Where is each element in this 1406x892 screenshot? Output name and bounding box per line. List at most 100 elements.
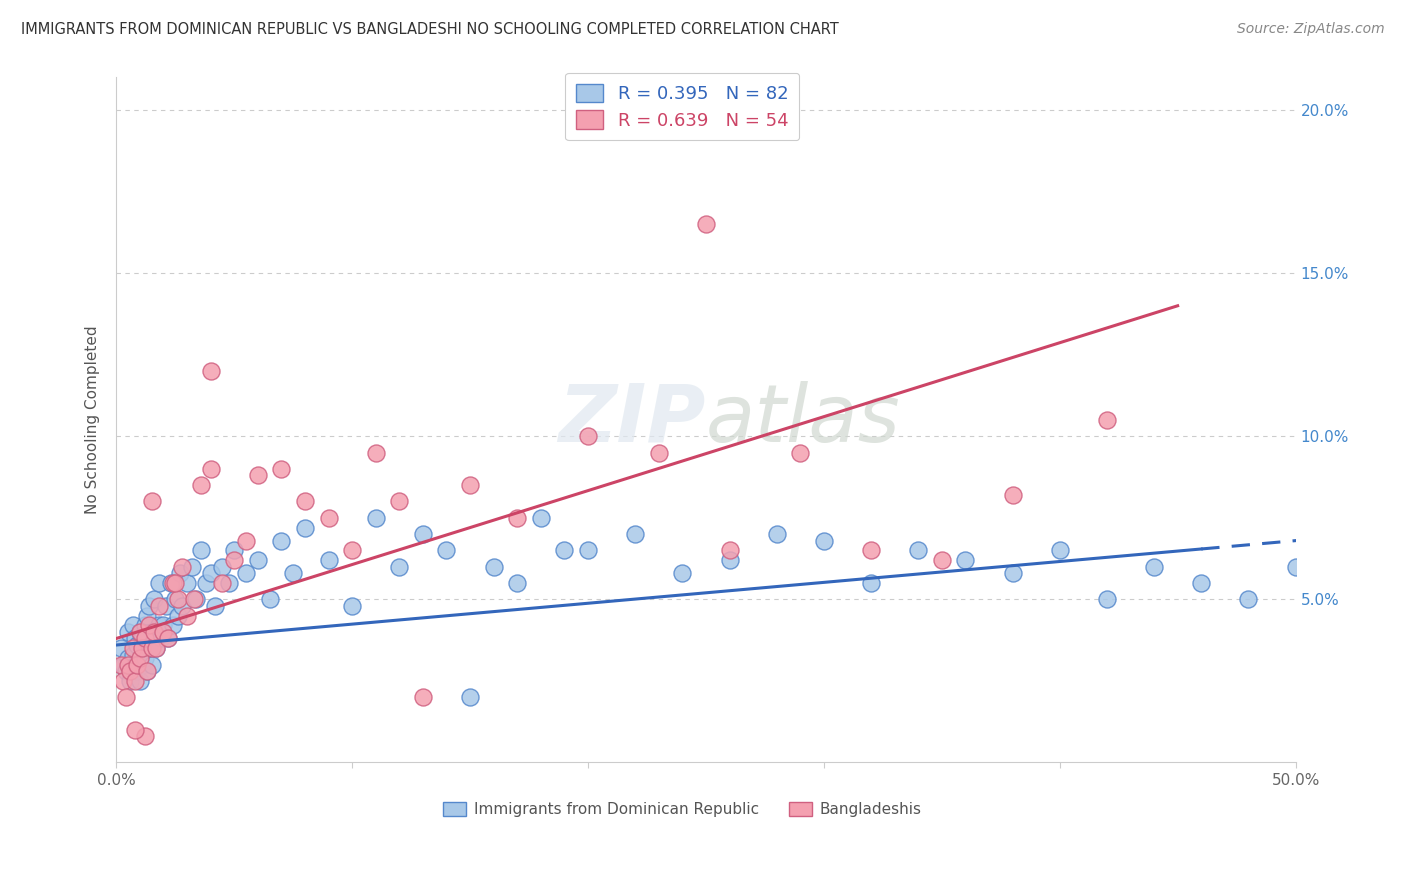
- Text: IMMIGRANTS FROM DOMINICAN REPUBLIC VS BANGLADESHI NO SCHOOLING COMPLETED CORRELA: IMMIGRANTS FROM DOMINICAN REPUBLIC VS BA…: [21, 22, 839, 37]
- Point: [340, 599, 363, 613]
- Text: atlas: atlas: [706, 381, 901, 459]
- Point: [157, 632, 180, 646]
- Point: [458, 690, 481, 705]
- Point: [128, 651, 150, 665]
- Point: [131, 632, 153, 646]
- Point: [165, 592, 187, 607]
- Point: [120, 673, 142, 688]
- Point: [246, 468, 269, 483]
- Point: [166, 608, 188, 623]
- Point: [211, 576, 233, 591]
- Point: [218, 576, 240, 591]
- Point: [789, 445, 811, 459]
- Point: [648, 445, 671, 459]
- Point: [224, 553, 246, 567]
- Point: [128, 673, 150, 688]
- Point: [364, 510, 387, 524]
- Point: [128, 624, 150, 639]
- Point: [1095, 413, 1118, 427]
- Point: [131, 641, 153, 656]
- Point: [340, 543, 363, 558]
- Point: [318, 553, 340, 567]
- Point: [121, 618, 143, 632]
- Point: [114, 690, 136, 705]
- Point: [152, 624, 174, 639]
- Point: [860, 576, 883, 591]
- Point: [482, 559, 505, 574]
- Point: [318, 510, 340, 524]
- Point: [134, 632, 156, 646]
- Point: [211, 559, 233, 574]
- Point: [200, 462, 222, 476]
- Point: [506, 510, 529, 524]
- Y-axis label: No Schooling Completed: No Schooling Completed: [86, 326, 100, 515]
- Point: [138, 618, 160, 632]
- Point: [1143, 559, 1166, 574]
- Point: [166, 592, 188, 607]
- Point: [190, 478, 212, 492]
- Point: [718, 543, 741, 558]
- Point: [162, 576, 184, 591]
- Point: [224, 543, 246, 558]
- Point: [204, 599, 226, 613]
- Point: [955, 553, 977, 567]
- Point: [148, 618, 170, 632]
- Point: [1001, 488, 1024, 502]
- Point: [134, 618, 156, 632]
- Point: [180, 559, 202, 574]
- Point: [138, 599, 160, 613]
- Point: [506, 576, 529, 591]
- Point: [412, 527, 434, 541]
- Point: [110, 641, 132, 656]
- Point: [128, 624, 150, 639]
- Point: [283, 566, 305, 581]
- Point: [155, 599, 177, 613]
- Point: [145, 641, 167, 656]
- Point: [141, 657, 163, 672]
- Point: [1095, 592, 1118, 607]
- Point: [553, 543, 575, 558]
- Point: [1237, 592, 1260, 607]
- Point: [110, 657, 132, 672]
- Point: [162, 618, 184, 632]
- Point: [860, 543, 883, 558]
- Point: [150, 632, 173, 646]
- Point: [127, 638, 149, 652]
- Point: [246, 553, 269, 567]
- Point: [186, 592, 208, 607]
- Point: [121, 641, 143, 656]
- Point: [152, 618, 174, 632]
- Point: [157, 632, 180, 646]
- Point: [124, 723, 146, 737]
- Point: [530, 510, 553, 524]
- Point: [695, 217, 717, 231]
- Text: ZIP: ZIP: [558, 381, 706, 459]
- Point: [624, 527, 647, 541]
- Point: [112, 673, 135, 688]
- Point: [576, 543, 599, 558]
- Point: [138, 641, 160, 656]
- Point: [141, 624, 163, 639]
- Point: [176, 576, 198, 591]
- Point: [294, 520, 316, 534]
- Point: [200, 364, 222, 378]
- Point: [127, 664, 149, 678]
- Point: [117, 651, 139, 665]
- Point: [143, 624, 166, 639]
- Point: [136, 664, 159, 678]
- Point: [159, 576, 181, 591]
- Point: [1001, 566, 1024, 581]
- Point: [235, 533, 257, 548]
- Point: [364, 445, 387, 459]
- Point: [176, 608, 198, 623]
- Point: [134, 651, 156, 665]
- Point: [270, 462, 292, 476]
- Point: [294, 494, 316, 508]
- Point: [671, 566, 693, 581]
- Point: [143, 592, 166, 607]
- Point: [412, 690, 434, 705]
- Point: [1284, 559, 1306, 574]
- Point: [120, 664, 142, 678]
- Point: [270, 533, 292, 548]
- Point: [813, 533, 835, 548]
